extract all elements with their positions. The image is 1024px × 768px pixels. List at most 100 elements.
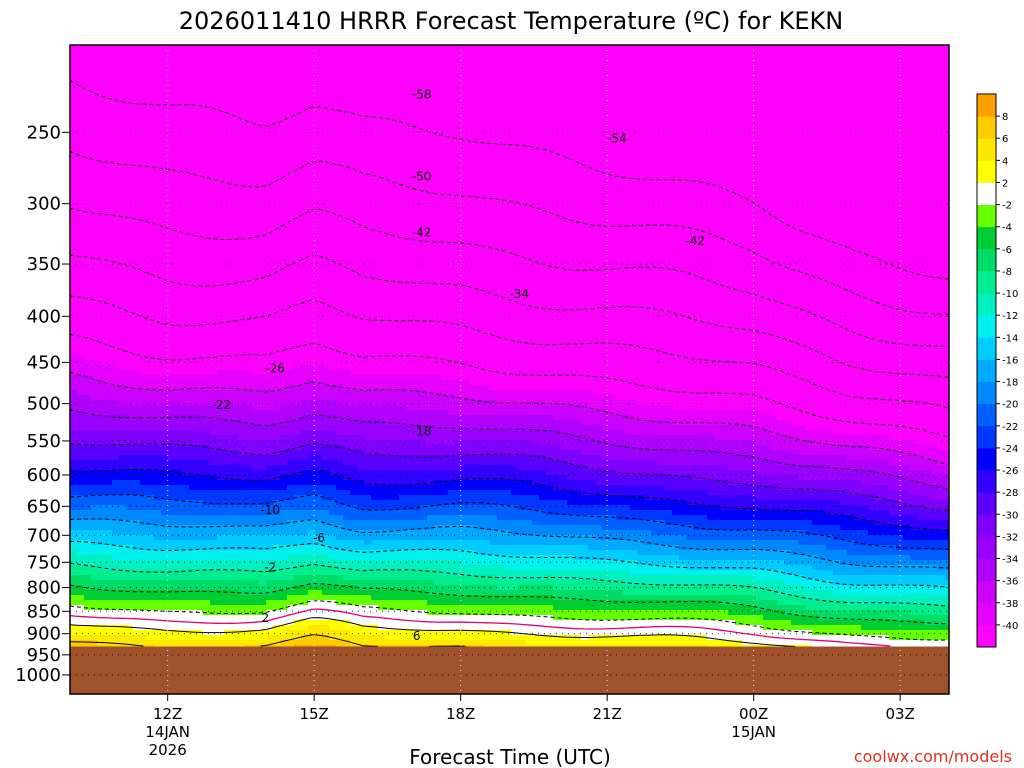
temperature-cell: [182, 350, 190, 356]
temperature-cell: [315, 90, 323, 96]
temperature-cell: [273, 70, 281, 76]
temperature-cell: [252, 485, 260, 491]
temperature-cell: [245, 495, 253, 501]
temperature-cell: [224, 230, 232, 236]
temperature-cell: [224, 290, 232, 296]
temperature-cell: [224, 490, 232, 496]
temperature-cell: [287, 300, 295, 306]
temperature-cell: [182, 135, 190, 141]
temperature-cell: [140, 585, 148, 591]
temperature-cell: [273, 530, 281, 536]
temperature-cell: [175, 240, 183, 246]
temperature-cell: [189, 370, 197, 376]
temperature-cell: [119, 75, 127, 81]
temperature-cell: [245, 165, 253, 171]
temperature-cell: [294, 620, 302, 626]
temperature-cell: [287, 260, 295, 266]
temperature-cell: [84, 45, 92, 51]
temperature-cell: [105, 525, 113, 531]
temperature-cell: [168, 140, 176, 146]
temperature-cell: [154, 170, 162, 176]
temperature-cell: [217, 490, 225, 496]
temperature-cell: [133, 630, 141, 636]
temperature-cell: [308, 510, 316, 516]
temperature-cell: [336, 235, 344, 241]
temperature-cell: [154, 405, 162, 411]
temperature-cell: [147, 510, 155, 516]
temperature-cell: [266, 195, 274, 201]
temperature-cell: [245, 50, 253, 56]
temperature-cell: [287, 305, 295, 311]
temperature-cell: [189, 130, 197, 136]
temperature-cell: [84, 590, 92, 596]
temperature-cell: [189, 260, 197, 266]
temperature-cell: [182, 290, 190, 296]
temperature-cell: [315, 395, 323, 401]
temperature-cell: [238, 245, 246, 251]
temperature-cell: [308, 600, 316, 606]
temperature-cell: [266, 380, 274, 386]
temperature-cell: [315, 385, 323, 391]
temperature-cell: [294, 105, 302, 111]
temperature-cell: [196, 595, 204, 601]
temperature-cell: [105, 265, 113, 271]
temperature-cell: [336, 295, 344, 301]
temperature-cell: [294, 565, 302, 571]
temperature-cell: [70, 380, 78, 386]
temperature-cell: [70, 135, 78, 141]
temperature-cell: [182, 555, 190, 561]
temperature-cell: [84, 95, 92, 101]
temperature-cell: [112, 205, 120, 211]
temperature-cell: [147, 430, 155, 436]
temperature-cell: [266, 620, 274, 626]
temperature-cell: [189, 510, 197, 516]
temperature-cell: [329, 170, 337, 176]
temperature-cell: [147, 435, 155, 441]
temperature-cell: [77, 450, 85, 456]
temperature-cell: [203, 310, 211, 316]
temperature-cell: [252, 415, 260, 421]
temperature-cell: [245, 455, 253, 461]
temperature-cell: [217, 635, 225, 641]
temperature-cell: [70, 520, 78, 526]
temperature-cell: [154, 540, 162, 546]
temperature-cell: [294, 540, 302, 546]
temperature-cell: [322, 405, 330, 411]
temperature-cell: [245, 580, 253, 586]
temperature-cell: [301, 595, 309, 601]
temperature-cell: [231, 150, 239, 156]
temperature-cell: [252, 50, 260, 56]
temperature-cell: [119, 525, 127, 531]
temperature-cell: [315, 350, 323, 356]
temperature-cell: [280, 260, 288, 266]
temperature-cell: [322, 265, 330, 271]
temperature-cell: [154, 210, 162, 216]
temperature-cell: [189, 85, 197, 91]
temperature-cell: [133, 425, 141, 431]
temperature-cell: [259, 310, 267, 316]
temperature-cell: [308, 50, 316, 56]
temperature-cell: [266, 440, 274, 446]
temperature-cell: [294, 535, 302, 541]
temperature-cell: [322, 380, 330, 386]
temperature-cell: [301, 570, 309, 576]
temperature-cell: [189, 155, 197, 161]
temperature-cell: [329, 500, 337, 506]
temperature-cell: [315, 270, 323, 276]
temperature-cell: [231, 365, 239, 371]
temperature-cell: [217, 135, 225, 141]
temperature-cell: [294, 385, 302, 391]
temperature-cell: [70, 485, 78, 491]
temperature-cell: [231, 510, 239, 516]
temperature-cell: [210, 245, 218, 251]
temperature-cell: [98, 380, 106, 386]
temperature-cell: [91, 240, 99, 246]
temperature-cell: [294, 80, 302, 86]
temperature-cell: [70, 180, 78, 186]
temperature-cell: [84, 145, 92, 151]
temperature-cell: [84, 410, 92, 416]
temperature-cell: [315, 400, 323, 406]
temperature-cell: [105, 85, 113, 91]
temperature-cell: [98, 590, 106, 596]
temperature-cell: [308, 260, 316, 266]
